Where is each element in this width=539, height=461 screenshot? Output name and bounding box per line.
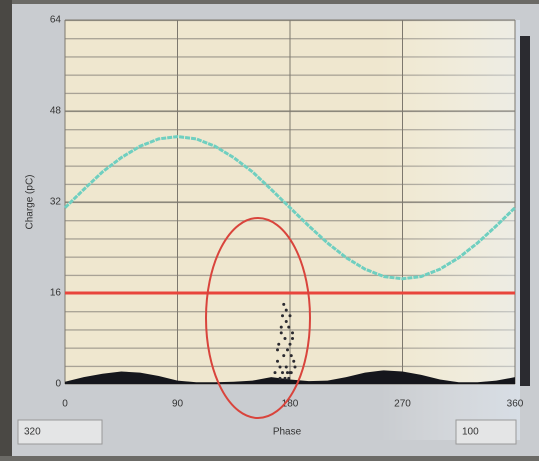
- point: [280, 331, 283, 334]
- field-text: 320: [24, 427, 41, 438]
- point: [282, 354, 285, 357]
- y-tick-label: 32: [50, 197, 62, 208]
- point: [290, 354, 293, 357]
- point: [294, 365, 297, 368]
- point: [279, 365, 282, 368]
- point: [291, 337, 294, 340]
- y-tick-label: 0: [55, 379, 61, 390]
- x-tick-label: 0: [62, 399, 68, 410]
- point: [281, 371, 284, 374]
- scroll-bar: [520, 36, 530, 386]
- y-axis-label: Charge (pC): [25, 174, 36, 229]
- point: [279, 377, 282, 380]
- y-tick-label: 16: [50, 288, 62, 299]
- screen: 016324864090180270360 Charge (pC) Phase …: [0, 0, 539, 456]
- point: [276, 348, 279, 351]
- point: [290, 371, 293, 374]
- point: [281, 314, 284, 317]
- point: [280, 326, 283, 329]
- point: [282, 303, 285, 306]
- point: [286, 371, 289, 374]
- y-tick-label: 64: [50, 15, 62, 26]
- field-text: 100: [462, 427, 479, 438]
- point: [284, 337, 287, 340]
- x-tick-label: 270: [394, 399, 411, 410]
- point: [289, 343, 292, 346]
- x-tick-label: 360: [507, 399, 524, 410]
- point: [277, 343, 280, 346]
- point: [289, 314, 292, 317]
- x-axis-label: Phase: [273, 427, 302, 438]
- point: [292, 360, 295, 363]
- point: [284, 377, 287, 380]
- x-tick-label: 90: [172, 399, 184, 410]
- y-tick-label: 48: [50, 106, 62, 117]
- point: [291, 331, 294, 334]
- point: [276, 360, 279, 363]
- point: [285, 309, 288, 312]
- point: [285, 320, 288, 323]
- point: [287, 326, 290, 329]
- point: [287, 377, 290, 380]
- point: [286, 348, 289, 351]
- point: [274, 371, 277, 374]
- point: [285, 365, 288, 368]
- photo-edge: [0, 0, 12, 456]
